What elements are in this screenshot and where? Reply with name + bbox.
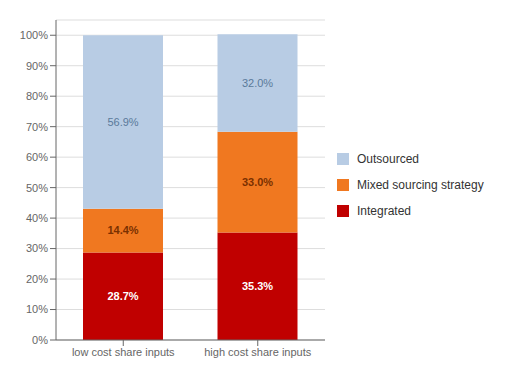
svg-text:low cost share inputs: low cost share inputs	[72, 346, 175, 358]
html-text:Integrated: Integrated	[357, 204, 411, 218]
svg-text:80%: 80%	[26, 90, 48, 102]
svg-text:high cost share inputs: high cost share inputs	[204, 346, 312, 358]
svg-text:28.7%: 28.7%	[107, 290, 138, 302]
svg-text:35.3%: 35.3%	[242, 280, 273, 292]
svg-text:30%: 30%	[26, 242, 48, 254]
svg-text:90%: 90%	[26, 60, 48, 72]
html-text:Outsourced: Outsourced	[357, 152, 419, 166]
svg-text:56.9%: 56.9%	[107, 116, 138, 128]
svg-text:100%: 100%	[20, 29, 48, 41]
html-text:Mixed sourcing strategy: Mixed sourcing strategy	[357, 178, 484, 192]
svg-text:33.0%: 33.0%	[242, 176, 273, 188]
svg-text:0%: 0%	[32, 334, 48, 346]
svg-text:14.4%: 14.4%	[107, 224, 138, 236]
svg-text:60%: 60%	[26, 151, 48, 163]
svg-text:70%: 70%	[26, 121, 48, 133]
svg-text:50%: 50%	[26, 182, 48, 194]
svg-text:32.0%: 32.0%	[242, 77, 273, 89]
svg-text:10%: 10%	[26, 303, 48, 315]
svg-text:40%: 40%	[26, 212, 48, 224]
svg-text:20%: 20%	[26, 273, 48, 285]
